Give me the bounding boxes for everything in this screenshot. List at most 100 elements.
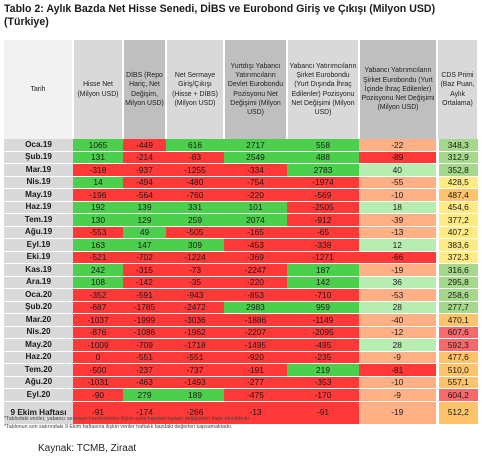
value-cell: -13 <box>224 401 287 425</box>
header-corp-eurobond-domestic: Yabancı Yatırımcıların Şirket Eurobondu … <box>359 40 438 139</box>
value-cell: -494 <box>123 176 166 189</box>
value-cell: -352 <box>73 288 123 302</box>
value-cell: 131 <box>73 151 123 164</box>
value-cell: 219 <box>287 363 359 377</box>
value-cell: -91 <box>73 401 123 425</box>
value-cell: -943 <box>166 288 224 302</box>
header-row: Tarih Hisse Net (Milyon USD) DİBS (Repo … <box>4 40 479 139</box>
value-cell: -1493 <box>166 376 224 389</box>
value-cell: 192 <box>73 201 123 214</box>
value-cell: 2717 <box>224 139 287 152</box>
value-cell: -353 <box>287 376 359 389</box>
value-cell: -65 <box>287 226 359 239</box>
value-cell: -1974 <box>287 176 359 189</box>
value-cell: -551 <box>123 351 166 364</box>
value-cell: -1031 <box>73 376 123 389</box>
value-cell: -2472 <box>166 301 224 314</box>
value-cell: -1086 <box>123 326 166 339</box>
value-cell: 279 <box>123 388 166 402</box>
value-cell: -235 <box>287 351 359 364</box>
table-row: Eyl.19 163 147 309 -453 -338 12 383,6 <box>4 238 478 252</box>
value-cell: 49 <box>123 226 166 239</box>
value-cell: -1271 <box>287 251 359 264</box>
table-row: Tem.20 -500 -237 -737 -191 219 -81 510,0 <box>4 363 478 377</box>
source-line: Kaynak: TCMB, Ziraat <box>38 443 137 454</box>
value-cell: 2549 <box>224 151 287 164</box>
cds-cell: 512,2 <box>435 401 478 425</box>
value-cell: -1999 <box>123 313 166 327</box>
cds-cell: 557,1 <box>435 376 478 389</box>
value-cell: -39 <box>359 213 437 227</box>
table-row: Şub.19 131 -214 -83 2549 488 -89 312,9 <box>4 151 478 164</box>
value-cell: -760 <box>166 188 224 202</box>
value-cell: 2783 <box>287 163 359 177</box>
value-cell: 163 <box>73 238 123 252</box>
row-date: Haz.19 <box>4 201 73 214</box>
value-cell: 129 <box>123 213 166 227</box>
table-row: Oca.20 -352 -591 -943 -853 -710 -53 258,6 <box>4 288 478 302</box>
value-cell: 12 <box>359 238 437 252</box>
header-cds: CDS Primi (Baz Puan, Aylık Ortalama) <box>437 40 479 139</box>
table-row: May.19 -196 -564 -760 -220 -569 -10 487,4 <box>4 188 478 202</box>
value-cell: 130 <box>73 213 123 227</box>
row-date: Kas.19 <box>4 263 73 277</box>
row-date: Nis.20 <box>4 326 73 339</box>
value-cell: 187 <box>287 263 359 277</box>
value-cell: -475 <box>224 388 287 402</box>
value-cell: 558 <box>287 139 359 152</box>
cds-cell: 428,5 <box>435 176 478 189</box>
value-cell: -55 <box>359 176 437 189</box>
value-cell: -191 <box>224 363 287 377</box>
value-cell: -338 <box>287 238 359 252</box>
value-cell: 2983 <box>224 301 287 314</box>
value-cell: -318 <box>73 163 123 177</box>
value-cell: -1785 <box>123 301 166 314</box>
value-cell: 139 <box>123 201 166 214</box>
value-cell: -709 <box>123 338 166 352</box>
header-net-capital: Net Sermaye Giriş/Çıkışı (Hisse + DİBS) … <box>166 40 225 139</box>
cds-cell: 258,6 <box>435 288 478 302</box>
row-date: Eyl.20 <box>4 388 73 402</box>
table-row: Nis.20 -876 -1086 -1962 -2207 -2095 -12 607,6 <box>4 326 478 339</box>
cds-cell: 477,6 <box>435 351 478 364</box>
cds-cell: 348,3 <box>435 139 478 152</box>
value-cell: -89 <box>359 151 437 164</box>
row-date: 9 Ekim Haftası <box>4 401 73 425</box>
cds-cell: 377,2 <box>435 213 478 227</box>
cds-cell: 295,8 <box>435 276 478 289</box>
row-date: May.19 <box>4 188 73 202</box>
value-cell: 259 <box>166 213 224 227</box>
cds-cell: 470,1 <box>435 313 478 327</box>
value-cell: 147 <box>123 238 166 252</box>
cds-cell: 604,2 <box>435 388 478 402</box>
value-cell: 242 <box>73 263 123 277</box>
header-dibs: DİBS (Repo Hariç, Net Değişim, Milyon US… <box>123 40 167 139</box>
value-cell: -19 <box>359 401 437 425</box>
value-cell: 18 <box>359 201 437 214</box>
table-row: Haz.19 192 139 331 101 -2505 18 454,6 <box>4 201 478 214</box>
value-cell: -40 <box>359 313 437 327</box>
value-cell: 108 <box>73 276 123 289</box>
value-cell: -505 <box>166 226 224 239</box>
value-cell: -551 <box>166 351 224 364</box>
header-gov-eurobond: Yurtdışı Yabancı Yatırımcıların Devlet E… <box>224 40 288 139</box>
value-cell: -2207 <box>224 326 287 339</box>
value-cell: -521 <box>73 251 123 264</box>
value-cell: -237 <box>123 363 166 377</box>
value-cell: -9 <box>359 351 437 364</box>
value-cell: -73 <box>166 263 224 277</box>
table-row: 9 Ekim Haftası -91 -174 -266 -13 -91 -19 512,2 <box>4 401 478 425</box>
cds-cell: 316,6 <box>435 263 478 277</box>
value-cell: -9 <box>359 388 437 402</box>
value-cell: -480 <box>166 176 224 189</box>
value-cell: -220 <box>224 188 287 202</box>
value-cell: -564 <box>123 188 166 202</box>
value-cell: -2505 <box>287 201 359 214</box>
cds-cell: 312,9 <box>435 151 478 164</box>
value-cell: 40 <box>359 163 437 177</box>
value-cell: 28 <box>359 338 437 352</box>
value-cell: 331 <box>166 201 224 214</box>
cds-cell: 487,4 <box>435 188 478 202</box>
table-row: Tem.19 130 129 259 2074 -912 -39 377,2 <box>4 213 478 227</box>
value-cell: -1962 <box>166 326 224 339</box>
